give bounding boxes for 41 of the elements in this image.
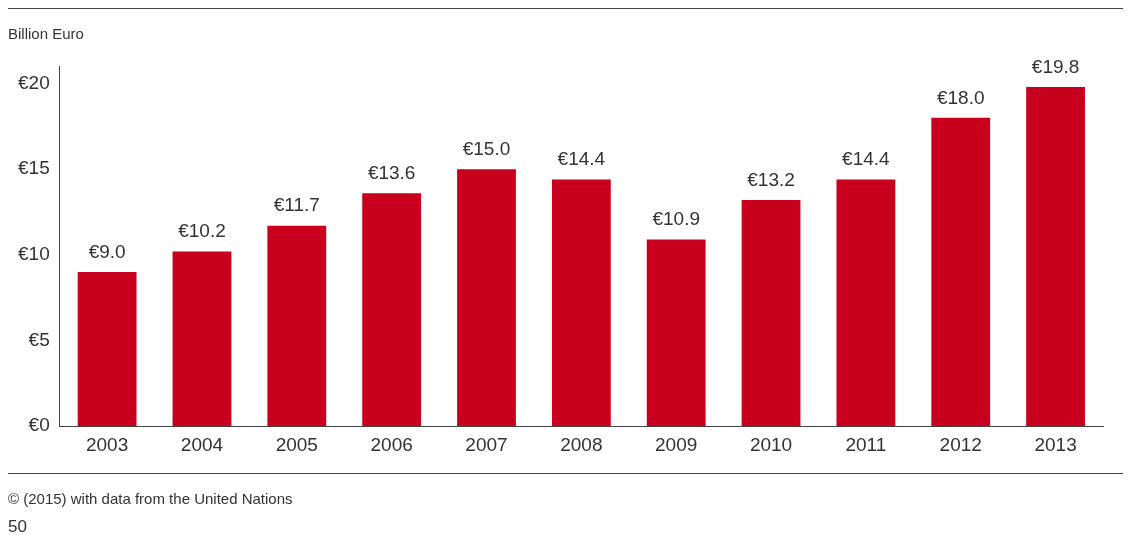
bar [457, 169, 516, 427]
data-label: €14.4 [557, 148, 606, 170]
data-label: €14.4 [842, 148, 891, 170]
bar [836, 179, 896, 427]
x-tick-label: 2005 [275, 433, 318, 455]
bar [362, 193, 422, 427]
x-tick-label: 2007 [465, 433, 508, 455]
bar [931, 117, 991, 427]
y-tick-label: €5 [28, 328, 50, 350]
data-label: €18.0 [936, 86, 985, 108]
bar [741, 200, 801, 427]
data-label: €13.2 [747, 168, 795, 190]
data-label: €10.2 [178, 220, 226, 242]
data-label: €15.0 [462, 137, 511, 159]
y-tick-label: €15 [18, 157, 50, 179]
x-tick-label: 2004 [180, 433, 224, 455]
x-tick-label: 2006 [370, 433, 413, 455]
x-tick-label: 2011 [845, 433, 887, 455]
y-axis-title: Billion Euro [8, 25, 85, 44]
y-tick-label: €0 [28, 414, 50, 436]
text: 50 [8, 517, 28, 537]
x-tick-label: 2009 [655, 433, 698, 455]
x-tick-label: 2010 [749, 433, 793, 455]
x-tick-label: 2003 [85, 433, 129, 455]
bar [267, 225, 327, 427]
x-tick-label: 2008 [560, 433, 603, 455]
data-label: €19.8 [1031, 55, 1080, 77]
bar [77, 272, 137, 427]
bar [172, 251, 232, 427]
x-tick-label: 2012 [939, 433, 982, 455]
data-label: €11.7 [273, 194, 320, 216]
y-tick-label: €10 [18, 243, 50, 265]
x-tick-label: 2013 [1034, 433, 1077, 455]
data-label: €13.6 [367, 161, 416, 183]
bar [551, 179, 611, 427]
data-label: €9.0 [88, 240, 126, 262]
y-tick-label: €20 [18, 71, 50, 93]
bar [1026, 86, 1085, 427]
data-label: €10.9 [652, 208, 700, 230]
bar [646, 239, 706, 427]
text: © (2015) with data from the United Nations [8, 490, 294, 507]
